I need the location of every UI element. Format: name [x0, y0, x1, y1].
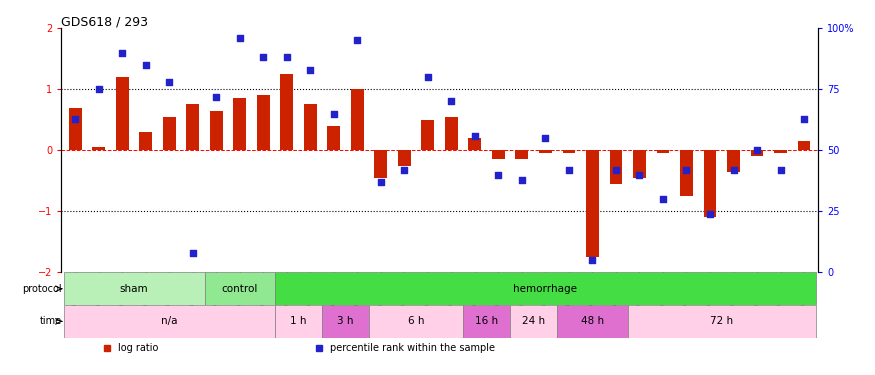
Point [797, 116, 811, 122]
Point [774, 167, 788, 173]
Bar [492, 150, 505, 159]
Point [116, 50, 130, 55]
Point [703, 211, 717, 217]
Bar [680, 150, 693, 196]
Bar [797, 141, 810, 150]
Bar [186, 105, 200, 150]
Text: sham: sham [120, 284, 149, 294]
Point [609, 167, 623, 173]
Bar [64, 273, 205, 305]
Text: 3 h: 3 h [338, 316, 354, 326]
Bar [139, 132, 152, 150]
Bar [351, 89, 364, 150]
Text: hemorrhage: hemorrhage [514, 284, 578, 294]
Bar [93, 147, 105, 150]
Point [468, 133, 482, 139]
Bar [633, 150, 646, 178]
Bar [586, 150, 598, 257]
Bar [751, 150, 764, 156]
Bar [510, 305, 557, 338]
Text: 48 h: 48 h [581, 316, 604, 326]
Point [92, 86, 106, 92]
Bar [727, 150, 740, 172]
Point [233, 35, 247, 41]
Bar [704, 150, 717, 217]
Text: 72 h: 72 h [710, 316, 733, 326]
Point [726, 167, 740, 173]
Point [444, 98, 458, 104]
Bar [398, 150, 411, 166]
Point [750, 147, 764, 153]
Point [633, 172, 647, 178]
Bar [64, 305, 275, 338]
Point [515, 177, 529, 183]
Point [585, 257, 599, 263]
Point [186, 250, 200, 256]
Bar [275, 305, 322, 338]
Bar [539, 150, 552, 153]
Point [209, 93, 223, 99]
Bar [322, 305, 369, 338]
Bar [374, 150, 388, 178]
Point [538, 135, 552, 141]
Bar [257, 95, 270, 150]
Bar [656, 150, 669, 153]
Text: percentile rank within the sample: percentile rank within the sample [330, 343, 495, 353]
Bar [563, 150, 576, 153]
Bar [234, 98, 247, 150]
Bar [116, 77, 129, 150]
Text: 16 h: 16 h [475, 316, 498, 326]
Text: 24 h: 24 h [522, 316, 545, 326]
Point [374, 179, 388, 185]
Text: 1 h: 1 h [290, 316, 307, 326]
Point [163, 79, 177, 85]
Point [304, 67, 318, 73]
Bar [557, 305, 627, 338]
Bar [275, 273, 816, 305]
Text: protocol: protocol [22, 284, 61, 294]
Bar [774, 150, 787, 153]
Point [256, 54, 270, 60]
Bar [610, 150, 622, 184]
Bar [205, 273, 275, 305]
Text: time: time [39, 316, 61, 326]
Bar [468, 138, 481, 150]
Point [680, 167, 694, 173]
Bar [69, 108, 82, 150]
Bar [304, 105, 317, 150]
Bar [445, 117, 458, 150]
Text: log ratio: log ratio [118, 343, 158, 353]
Point [656, 196, 670, 202]
Bar [210, 111, 223, 150]
Text: GDS618 / 293: GDS618 / 293 [61, 15, 148, 28]
Bar [515, 150, 528, 159]
Point [421, 74, 435, 80]
Bar [422, 120, 434, 150]
Text: n/a: n/a [161, 316, 178, 326]
Bar [327, 126, 340, 150]
Point [350, 38, 364, 44]
Point [492, 172, 506, 178]
Point [562, 167, 576, 173]
Text: control: control [221, 284, 258, 294]
Point [397, 167, 411, 173]
Point [68, 116, 82, 122]
Bar [627, 305, 816, 338]
Bar [281, 74, 293, 150]
Point [280, 54, 294, 60]
Bar [463, 305, 510, 338]
Bar [369, 305, 463, 338]
Point [139, 62, 153, 68]
Point [327, 111, 341, 117]
Text: 6 h: 6 h [408, 316, 424, 326]
Bar [163, 117, 176, 150]
